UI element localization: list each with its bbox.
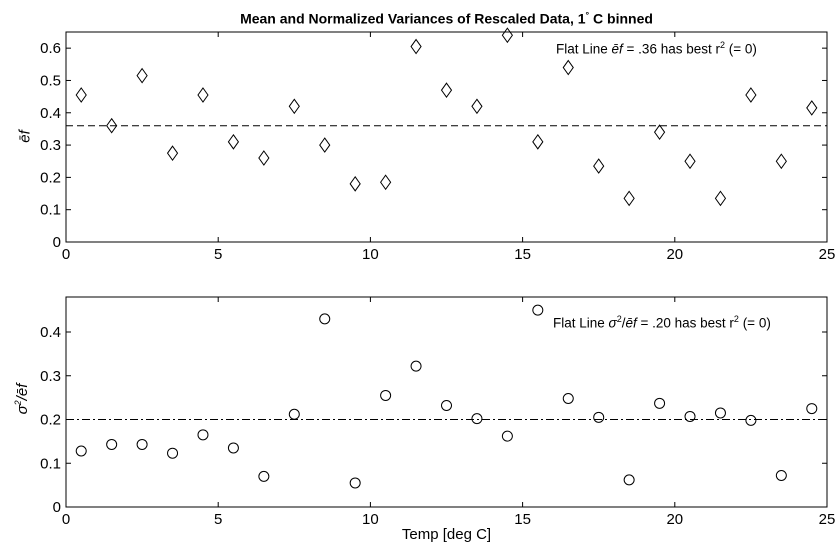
top-x-tick-label: 0 (62, 246, 70, 263)
bottom-data-point (501, 430, 513, 442)
bottom-data-point (593, 411, 605, 423)
bottom-x-tick-label: 20 (666, 511, 683, 528)
bottom-data-point (471, 413, 483, 425)
bottom-x-tick-label: 0 (62, 511, 70, 528)
top-data-point (714, 190, 727, 207)
top-y-tick-label: 0.4 (40, 105, 61, 122)
top-data-point (775, 153, 787, 170)
bottom-data-point (258, 470, 270, 482)
bottom-x-tick-label: 25 (819, 511, 836, 528)
bottom-data-point (380, 389, 392, 401)
bottom-y-tick-label: 0.3 (40, 368, 61, 385)
bottom-data-point (106, 438, 118, 450)
x-axis-label: Temp [deg C] (401, 526, 492, 543)
top-x-tick-label: 15 (514, 246, 531, 263)
bottom-data-point (410, 360, 422, 372)
bottom-data-point (654, 397, 666, 409)
top-data-point (745, 87, 757, 103)
bottom-y-tick-label: 0.4 (40, 324, 61, 341)
bottom-data-point (227, 442, 239, 454)
top-data-point (806, 100, 818, 116)
bottom-x-tick-label: 5 (214, 511, 222, 528)
bottom-y-tick-label: 0.1 (40, 455, 61, 472)
top-data-point (501, 27, 513, 44)
bottom-data-point (197, 429, 209, 441)
chart-title: Mean and Normalized Variances of Rescale… (240, 10, 653, 27)
top-annotation: Flat Line ēf = .36 has best r2 (= 0) (556, 40, 757, 57)
bottom-data-point (684, 410, 696, 422)
bottom-data-point (714, 407, 726, 419)
top-data-point (75, 87, 87, 103)
bottom-x-tick-label: 10 (362, 511, 379, 528)
bottom-data-point (167, 447, 179, 459)
top-data-point (197, 87, 209, 103)
bottom-annotation: Flat Line σ2/ēf = .20 has best r2 (= 0) (553, 314, 771, 331)
top-data-point (440, 82, 453, 99)
top-y-tick-label: 0 (53, 234, 61, 251)
top-data-point (258, 150, 270, 166)
bottom-data-point (319, 313, 331, 325)
top-data-point (471, 98, 483, 115)
top-data-point (349, 175, 361, 192)
bottom-data-point (288, 408, 300, 420)
bottom-data-point (775, 470, 787, 481)
top-y-tick-label: 0.1 (40, 202, 61, 219)
bottom-data-point (623, 474, 635, 486)
bottom-data-point (136, 438, 148, 450)
top-data-point (684, 153, 696, 170)
top-data-point (166, 145, 179, 162)
bottom-axes-frame (65, 296, 828, 508)
top-x-tick-label: 10 (362, 246, 379, 263)
top-y-tick-label: 0.5 (40, 72, 61, 89)
bottom-data-point (745, 414, 757, 426)
top-x-tick-label: 20 (666, 246, 683, 263)
bottom-data-point (532, 304, 544, 316)
top-data-point (653, 124, 666, 141)
bottom-y-tick-label: 0.2 (40, 412, 61, 429)
top-data-point (288, 98, 300, 115)
top-data-point (136, 67, 148, 84)
bottom-data-point (349, 477, 361, 489)
top-y-tick-label: 0.2 (40, 169, 61, 186)
top-data-point (227, 133, 240, 150)
top-data-point (319, 137, 331, 153)
top-y-tick-label: 0.6 (40, 40, 61, 57)
bottom-y-tick-label: 0 (53, 499, 61, 516)
top-data-point (106, 117, 118, 134)
top-data-point (532, 133, 544, 150)
bottom-data-point (75, 445, 87, 457)
top-axes-frame (65, 31, 828, 243)
top-y-tick-label: 0.3 (40, 137, 61, 154)
bottom-data-point (562, 393, 574, 404)
bottom-x-tick-label: 15 (514, 511, 531, 528)
bottom-data-point (441, 400, 452, 411)
top-data-point (562, 59, 574, 76)
top-x-tick-label: 5 (214, 246, 222, 263)
top-data-point (410, 38, 422, 55)
bottom-data-point (806, 403, 818, 415)
top-data-point (623, 190, 635, 207)
top-x-tick-label: 25 (819, 246, 836, 263)
top-data-point (380, 174, 392, 191)
top-data-point (593, 158, 605, 174)
